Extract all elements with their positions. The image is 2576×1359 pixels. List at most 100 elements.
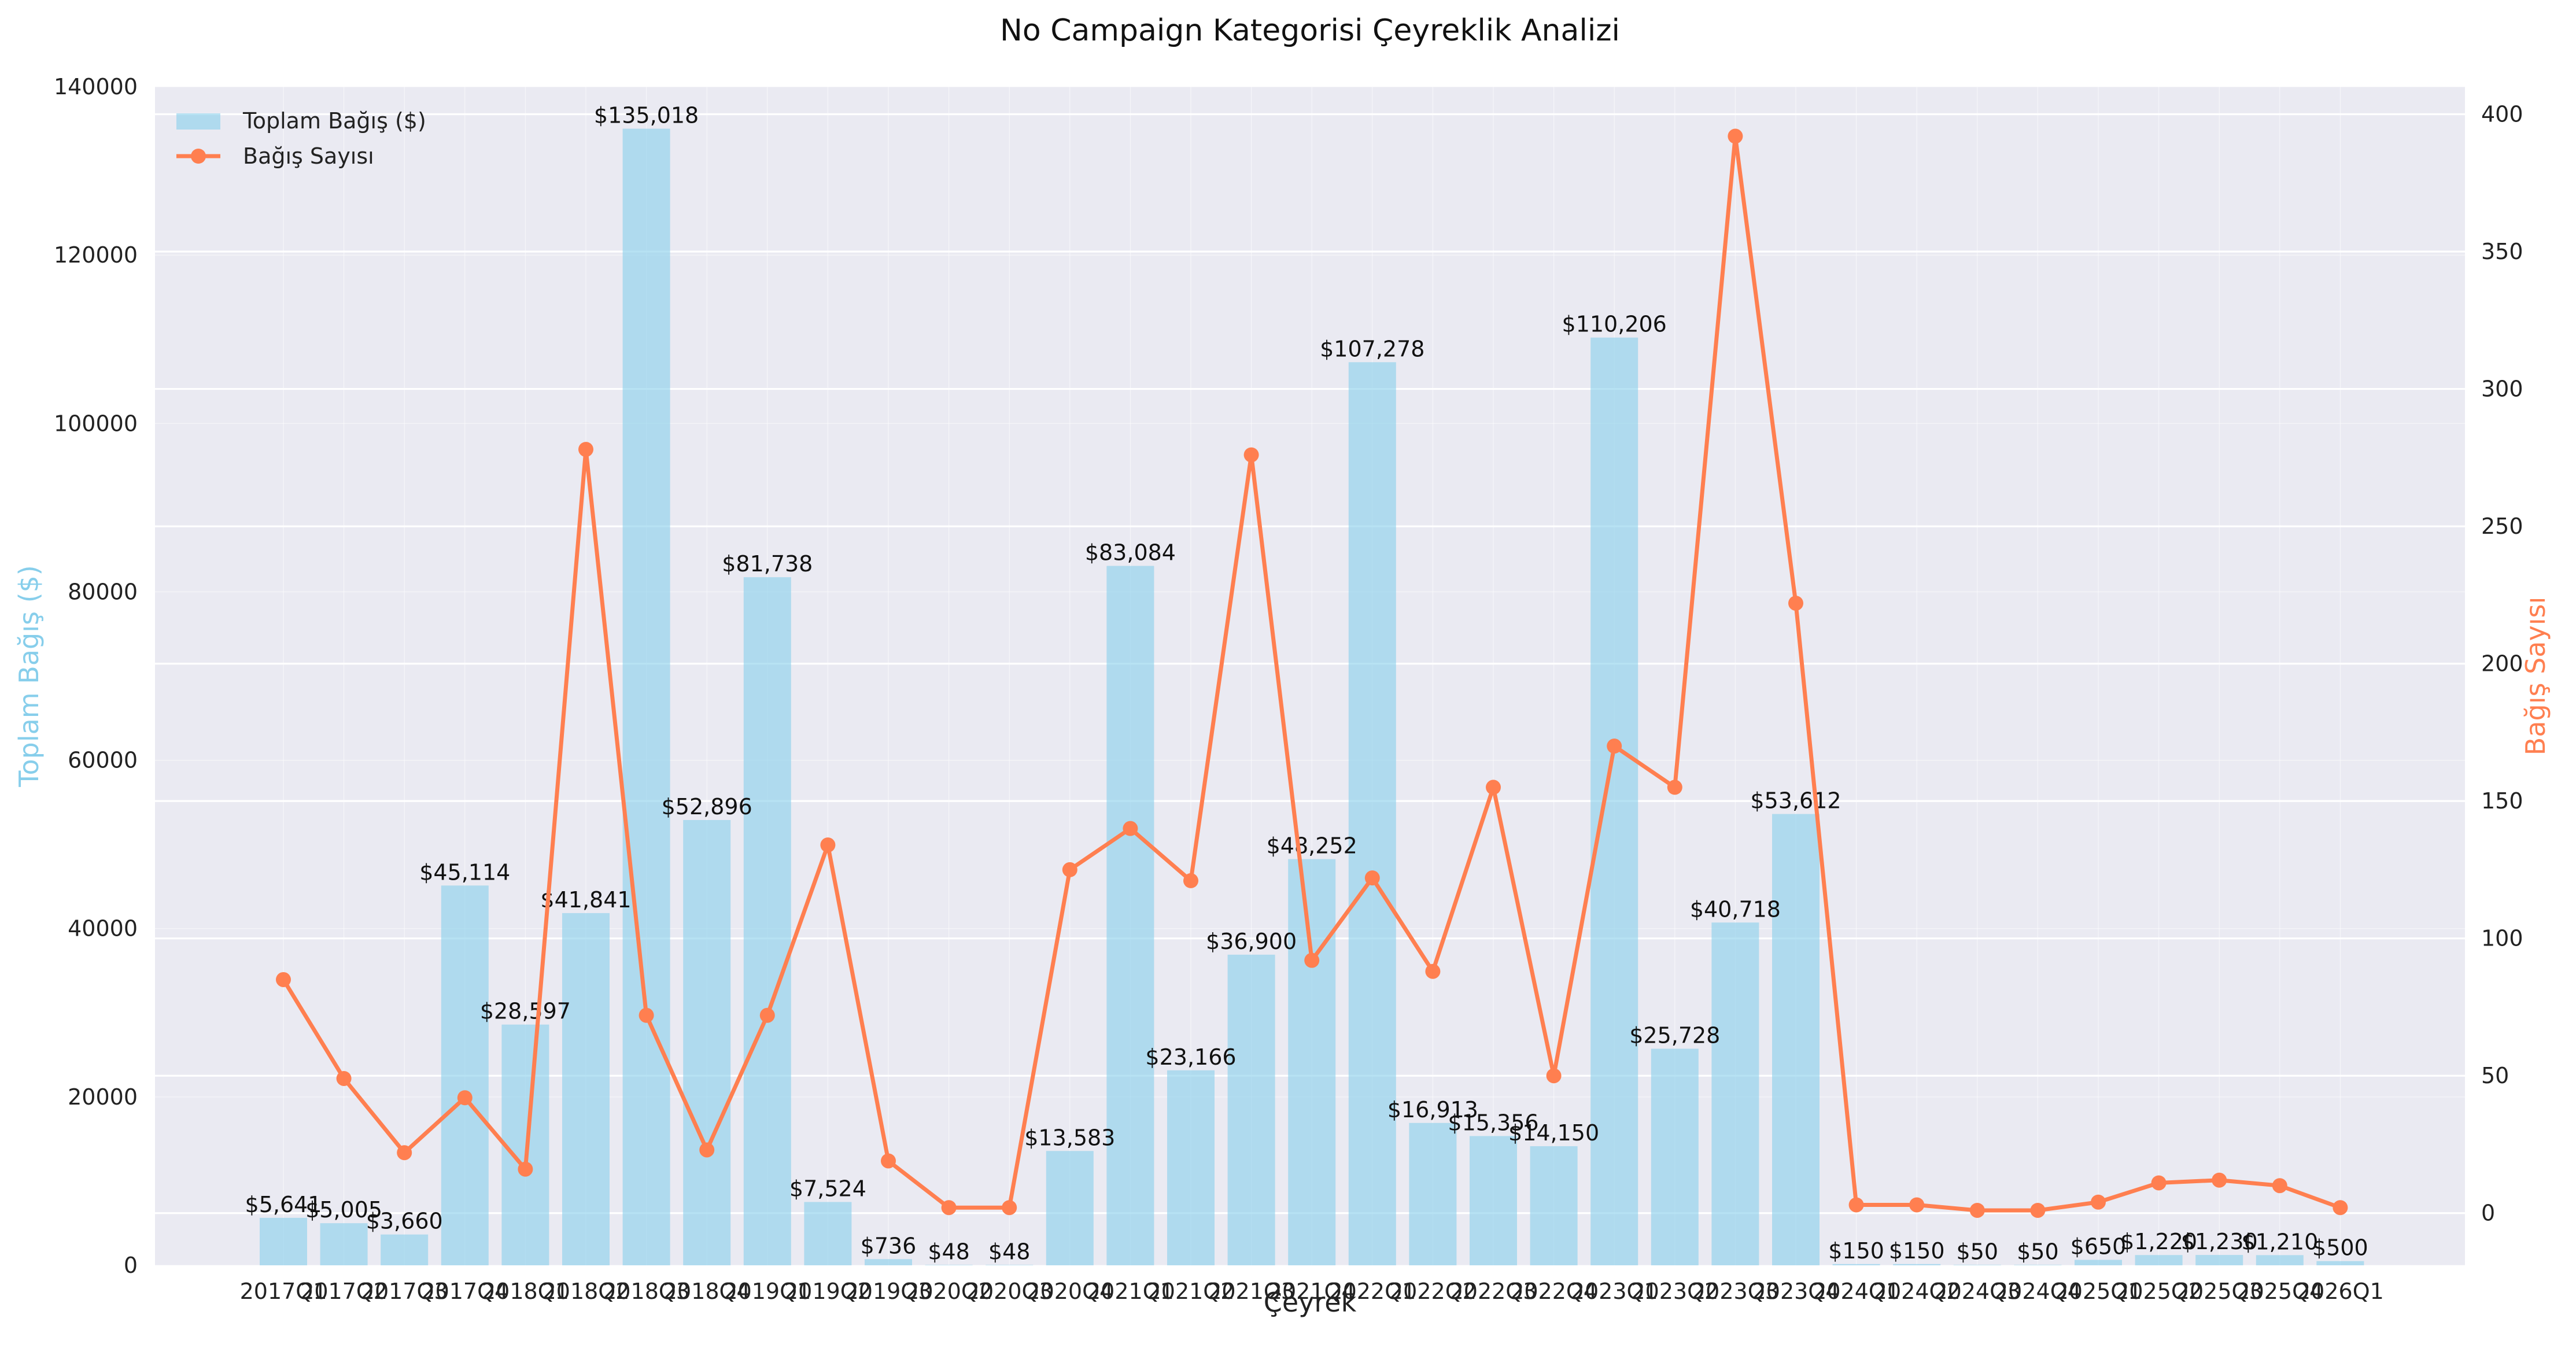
legend-swatch-bars [176, 113, 220, 130]
bar-2025q3 [2195, 1255, 2243, 1265]
point-2017q1 [276, 972, 291, 987]
bar-value-label-2024q2: $150 [1889, 1238, 1945, 1264]
bar-2017q4 [441, 885, 489, 1265]
bar-2023q3 [1711, 922, 1759, 1265]
x-tick-label-2020q4: 2020Q4 [1026, 1279, 1113, 1304]
point-2023q2 [1667, 780, 1682, 795]
x-tick-label-2017q2: 2017Q2 [300, 1279, 387, 1304]
x-tick-label-2020q3: 2020Q3 [966, 1279, 1053, 1304]
y-tick-label: 140000 [54, 74, 138, 99]
bar-value-label-2025q2: $1,220 [2120, 1229, 2197, 1254]
bar-value-label-2023q2: $25,728 [1629, 1022, 1720, 1048]
x-tick-label-2021q2: 2021Q2 [1147, 1279, 1235, 1304]
point-2021q3 [1243, 447, 1259, 463]
x-tick-label-2017q1: 2017Q1 [240, 1279, 327, 1304]
bar-2023q4 [1772, 814, 1820, 1265]
x-tick-label-2021q3: 2021Q3 [1208, 1279, 1295, 1304]
bar-value-label-2017q2: $5,005 [305, 1197, 382, 1223]
legend-marker-line [191, 149, 206, 164]
point-2022q2 [1425, 963, 1441, 979]
point-2019q1 [759, 1007, 775, 1023]
x-tick-label-2017q4: 2017Q4 [421, 1279, 508, 1304]
bar-value-label-2026q1: $500 [2312, 1235, 2368, 1261]
x-tick-label-2020q2: 2020Q2 [905, 1279, 992, 1304]
x-tick-label-2019q1: 2019Q1 [724, 1279, 811, 1304]
bar-value-label-2017q4: $45,114 [419, 859, 510, 885]
chart-title: No Campaign Kategorisi Çeyreklik Analizi [1000, 13, 1620, 48]
bar-2021q4 [1288, 859, 1336, 1265]
x-tick-label-2023q2: 2023Q2 [1631, 1279, 1718, 1304]
legend-label-line: Bağış Sayısı [243, 143, 374, 169]
point-2025q4 [2272, 1178, 2287, 1194]
x-tick-label-2022q2: 2022Q2 [1389, 1279, 1477, 1304]
bar-value-label-2025q4: $1,210 [2241, 1229, 2318, 1254]
point-2023q4 [1788, 596, 1803, 611]
y2-tick-label: 400 [2481, 102, 2523, 127]
point-2024q3 [1969, 1202, 1985, 1218]
y2-axis-title: Bağış Sayısı [2520, 597, 2551, 755]
x-tick-label-2025q2: 2025Q2 [2115, 1279, 2202, 1304]
bar-value-label-2018q4: $52,896 [662, 794, 752, 819]
line-series [276, 128, 2348, 1218]
bar-value-label-2019q2: $7,524 [789, 1176, 866, 1201]
legend: Toplam Bağış ($) Bağış Sayısı [176, 108, 426, 169]
bar-2019q1 [743, 577, 791, 1266]
point-2022q3 [1486, 780, 1501, 795]
bar-2021q3 [1227, 954, 1275, 1265]
bar-2017q2 [320, 1223, 368, 1265]
x-tick-label-2022q4: 2022Q4 [1510, 1279, 1597, 1304]
x-tick-label-2022q3: 2022Q3 [1450, 1279, 1537, 1304]
bar-value-label-2023q4: $53,612 [1750, 788, 1841, 814]
x-tick-label-2024q4: 2024Q4 [1994, 1279, 2082, 1304]
bar-value-label-2021q1: $83,084 [1085, 540, 1176, 566]
legend-label-bars: Toplam Bağış ($) [242, 108, 426, 134]
bar-value-label-2022q4: $14,150 [1508, 1120, 1599, 1146]
bar-value-label-2023q3: $40,718 [1690, 896, 1781, 922]
bar-2017q3 [381, 1234, 429, 1265]
bar-2018q4 [683, 819, 731, 1265]
point-2017q3 [397, 1145, 412, 1161]
y2-tick-label: 300 [2481, 376, 2523, 402]
x-tick-label-2018q2: 2018Q2 [542, 1279, 630, 1304]
x-axis-title: Çeyrek [1264, 1287, 1357, 1318]
y2-tick-label: 50 [2481, 1063, 2509, 1088]
point-2017q4 [457, 1090, 473, 1106]
bar-2022q1 [1348, 362, 1396, 1265]
point-2020q3 [1002, 1200, 1017, 1216]
bar-value-labels: $5,641$5,005$3,660 $45,114 $28,597 $41,841 $… [245, 103, 2368, 1265]
bar-value-label-2017q1: $5,641 [245, 1192, 322, 1217]
point-2020q2 [941, 1200, 957, 1216]
point-2021q1 [1123, 821, 1138, 836]
bar-value-label-2021q2: $23,166 [1145, 1044, 1236, 1070]
x-tick-label-2018q3: 2018Q3 [603, 1279, 690, 1304]
x-tick-label-2018q1: 2018Q1 [482, 1279, 569, 1304]
point-2025q1 [2091, 1194, 2106, 1210]
y2-tick-label: 200 [2481, 651, 2523, 677]
point-2025q3 [2212, 1172, 2227, 1188]
bar-2025q1 [2075, 1260, 2122, 1265]
x-tick-label-2023q3: 2023Q3 [1692, 1279, 1779, 1304]
y2-tick-label: 100 [2481, 926, 2523, 951]
bar-value-label-2021q4: $48,252 [1267, 833, 1357, 859]
axes: 0 20000 40000 60000 80000 100000 120000 140000 0… [54, 74, 2523, 1304]
x-tick-label-2025q4: 2025Q4 [2236, 1279, 2323, 1304]
y-tick-label: 20000 [68, 1084, 138, 1110]
point-2018q1 [518, 1161, 533, 1177]
bar-2018q3 [622, 128, 670, 1265]
y2-tick-label: 0 [2481, 1201, 2495, 1226]
x-tick-label-2023q1: 2023Q1 [1571, 1279, 1658, 1304]
bar-value-label-2024q1: $150 [1828, 1238, 1884, 1264]
bar-2022q4 [1530, 1146, 1578, 1265]
point-2018q4 [699, 1142, 715, 1158]
bar-value-label-2022q3: $15,356 [1448, 1110, 1538, 1135]
bar-value-label-2017q3: $3,660 [366, 1209, 443, 1234]
point-2020q4 [1062, 862, 1077, 877]
x-tick-label-2024q2: 2024Q2 [1873, 1279, 1961, 1304]
y2-tick-label: 250 [2481, 514, 2523, 539]
bar-2019q2 [804, 1202, 852, 1265]
bar-2023q2 [1651, 1048, 1699, 1265]
bar-2023q1 [1590, 337, 1638, 1265]
x-tick-label-2025q1: 2025Q1 [2055, 1279, 2142, 1304]
x-tick-label-2019q3: 2019Q3 [845, 1279, 932, 1304]
y-tick-label: 0 [124, 1253, 138, 1278]
